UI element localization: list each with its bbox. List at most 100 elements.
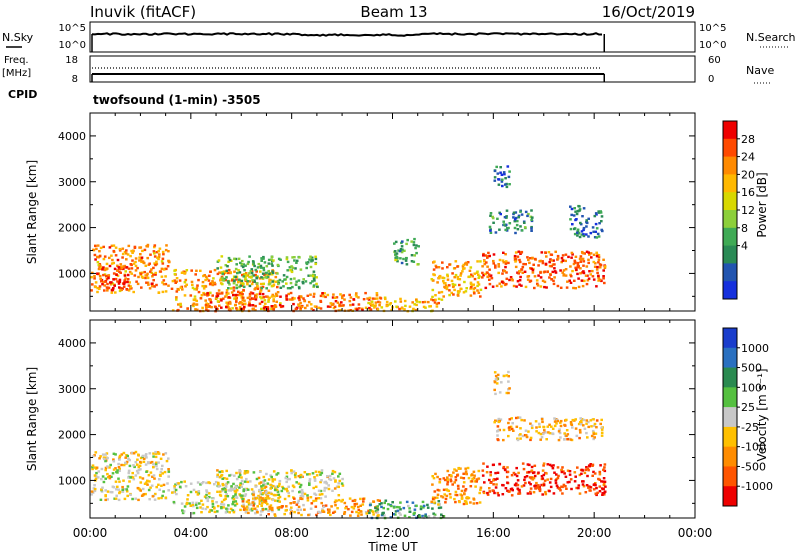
- range-cell: [464, 488, 468, 491]
- range-cell: [512, 211, 516, 214]
- range-cell: [331, 303, 334, 306]
- range-cell: [504, 262, 508, 265]
- range-cell: [554, 271, 558, 274]
- range-cell: [407, 504, 410, 508]
- range-cell: [222, 297, 225, 300]
- range-cell: [240, 504, 244, 508]
- range-cell: [141, 454, 145, 458]
- range-cell: [90, 289, 93, 292]
- range-cell: [244, 272, 248, 275]
- colorbar-tick-label: 1000: [741, 342, 769, 355]
- range-cell: [220, 306, 223, 309]
- range-cell: [474, 485, 477, 488]
- range-cell: [594, 483, 597, 487]
- range-cell: [504, 260, 508, 263]
- range-cell: [97, 470, 101, 473]
- range-cell: [492, 262, 495, 265]
- range-cell: [526, 256, 529, 259]
- range-cell: [333, 470, 337, 474]
- range-cell: [394, 258, 397, 262]
- range-cell: [273, 305, 276, 309]
- range-cell: [477, 477, 481, 480]
- range-cell: [116, 469, 119, 472]
- range-cell: [568, 470, 572, 473]
- range-cell: [544, 490, 547, 494]
- range-cell: [310, 502, 314, 505]
- range-cell: [418, 300, 422, 304]
- range-cell: [399, 248, 403, 251]
- range-cell: [205, 305, 208, 309]
- range-cell: [123, 497, 127, 501]
- range-cell: [581, 284, 585, 288]
- range-cell: [486, 465, 489, 468]
- range-cell: [548, 276, 551, 279]
- range-cell: [127, 244, 131, 248]
- range-cell: [156, 256, 159, 259]
- range-cell: [454, 273, 458, 277]
- range-cell: [173, 485, 176, 488]
- range-cell: [106, 282, 109, 286]
- range-cell: [339, 293, 342, 296]
- range-cell: [402, 257, 405, 261]
- range-cell: [301, 280, 305, 284]
- range-cell: [532, 471, 536, 474]
- range-cell: [462, 477, 466, 480]
- range-cell: [312, 273, 315, 276]
- range-cell: [502, 374, 506, 378]
- range-cell: [102, 456, 106, 459]
- range-cell: [227, 504, 230, 507]
- range-cell: [155, 467, 159, 471]
- range-cell: [242, 489, 245, 493]
- range-cell: [218, 476, 222, 479]
- range-cell: [96, 255, 99, 259]
- range-cell: [149, 471, 153, 474]
- range-cell: [322, 295, 325, 298]
- range-cell: [583, 427, 587, 430]
- range-cell: [173, 487, 176, 490]
- range-cell: [433, 490, 437, 493]
- range-cell: [114, 497, 118, 500]
- range-cell: [350, 505, 354, 509]
- range-cell: [265, 265, 269, 268]
- range-cell: [415, 504, 418, 507]
- range-cell: [259, 264, 263, 268]
- range-cell: [232, 495, 235, 498]
- range-cell: [314, 255, 317, 258]
- range-cell: [128, 281, 131, 284]
- range-cell: [406, 238, 409, 242]
- range-cell: [95, 466, 99, 469]
- range-cell: [571, 418, 575, 422]
- range-cell: [125, 490, 129, 493]
- range-cell: [515, 285, 518, 288]
- range-cell: [233, 279, 236, 282]
- range-cell: [240, 282, 243, 285]
- range-cell: [569, 438, 573, 441]
- range-cell: [487, 273, 491, 276]
- range-cell: [219, 474, 223, 478]
- range-cell: [242, 505, 245, 508]
- range-cell: [459, 476, 463, 479]
- range-cell: [225, 291, 229, 294]
- range-cell: [319, 299, 322, 303]
- range-cell: [592, 470, 595, 474]
- colorbar-segment: [723, 407, 737, 428]
- range-cell: [157, 255, 161, 259]
- range-cell: [309, 507, 313, 510]
- range-cell: [547, 431, 550, 434]
- range-cell: [456, 290, 460, 293]
- range-cell: [453, 276, 456, 279]
- range-cell: [261, 257, 265, 260]
- range-cell: [186, 307, 189, 310]
- range-cell: [245, 273, 248, 277]
- range-cell: [159, 457, 163, 460]
- range-cell: [578, 235, 582, 239]
- range-cell: [269, 504, 273, 507]
- range-cell: [353, 504, 357, 508]
- range-cell: [101, 475, 105, 478]
- range-cell: [289, 287, 292, 290]
- range-cell: [185, 501, 189, 505]
- range-cell: [410, 254, 414, 257]
- range-cell: [380, 306, 384, 309]
- range-cell: [349, 296, 353, 299]
- range-cell: [300, 295, 303, 299]
